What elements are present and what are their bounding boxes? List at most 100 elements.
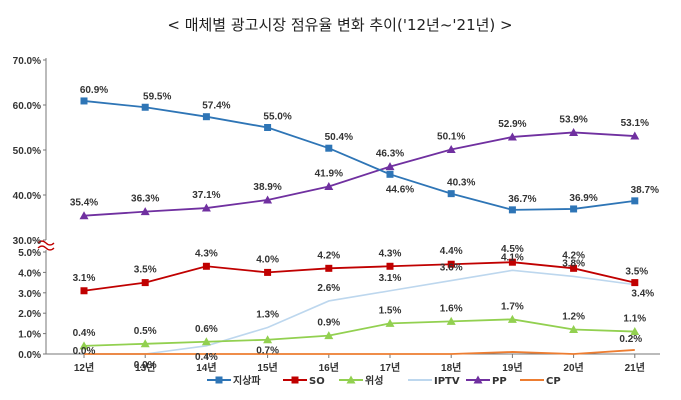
marker-SO	[325, 264, 333, 272]
marker-지상파	[570, 205, 578, 213]
y-tick-label: 70.0%	[13, 56, 41, 67]
marker-SO	[508, 258, 516, 266]
data-label-PP: 53.1%	[621, 118, 649, 129]
marker-지상파	[631, 197, 639, 205]
marker-SO	[447, 260, 455, 268]
y-tick-label: 30.0%	[13, 236, 41, 247]
legend-marker-PP	[473, 375, 483, 384]
marker-PP	[507, 132, 517, 141]
x-tick-label: 16년	[319, 361, 339, 374]
data-label-PP: 53.9%	[559, 114, 587, 125]
data-label-SO: 3.1%	[73, 273, 96, 284]
data-label-지상파: 59.5%	[143, 91, 171, 102]
marker-PP	[324, 181, 334, 190]
marker-위성	[507, 314, 517, 323]
data-label-SO: 4.3%	[195, 248, 218, 259]
chart-title: < 매체별 광고시장 점유율 변화 추이('12년~'21년) >	[167, 16, 512, 34]
data-label-지상파: 50.4%	[325, 132, 353, 143]
marker-PP	[79, 211, 89, 220]
series-lines	[79, 97, 640, 355]
x-tick-label: 13년	[135, 361, 155, 374]
data-label-위성: 1.5%	[379, 305, 402, 316]
marker-지상파	[325, 144, 333, 152]
data-label-PP: 52.9%	[498, 119, 526, 130]
y-tick-label: 4.0%	[18, 268, 41, 279]
series-line-지상파	[83, 100, 635, 211]
data-label-위성: 0.9%	[317, 318, 340, 329]
data-label-IPTV: 4.1%	[501, 252, 524, 263]
x-tick-label: 20년	[563, 361, 583, 374]
data-labels: 0.0% 0.0% 0.4% 1.3% 2.6% 3.1% 3.6% 4.1% 3.8% 3.4%…	[70, 85, 659, 371]
x-tick-label: 21년	[625, 361, 645, 374]
legend-label-CP: CP	[546, 376, 561, 387]
data-label-지상파: 55.0%	[263, 112, 291, 123]
marker-지상파	[80, 97, 88, 105]
legend-label-PP: PP	[492, 376, 507, 387]
data-label-SO: 3.5%	[134, 265, 157, 276]
x-tick-label: 14년	[196, 361, 216, 374]
legend-label-IPTV: IPTV	[434, 376, 460, 387]
data-label-CP: 0.2%	[619, 334, 642, 345]
marker-위성	[385, 318, 395, 327]
legend-marker-위성	[346, 375, 356, 384]
marker-SO	[570, 264, 578, 272]
data-label-지상파: 44.6%	[386, 184, 414, 195]
data-label-SO: 4.0%	[256, 254, 279, 265]
marker-PP	[446, 145, 456, 154]
data-label-지상파: 57.4%	[202, 101, 230, 112]
axis-break-mark	[37, 240, 55, 246]
y-tick-label: 40.0%	[13, 191, 41, 202]
axis-break-mask	[38, 240, 54, 250]
marker-위성	[79, 341, 89, 350]
marker-PP	[263, 195, 273, 204]
data-label-지상파: 38.7%	[631, 185, 659, 196]
marker-SO	[202, 262, 210, 270]
data-label-SO: 4.5%	[501, 244, 524, 255]
x-tick-label: 19년	[502, 361, 522, 374]
series-line-PP	[83, 131, 635, 217]
data-label-IPTV: 2.6%	[317, 283, 340, 294]
x-tick-label: 12년	[74, 361, 94, 374]
legend-marker-SO	[291, 376, 299, 384]
y-tick-label: 5.0%	[18, 248, 41, 259]
marker-위성	[263, 335, 273, 344]
data-label-SO: 4.2%	[562, 250, 585, 261]
data-label-위성: 1.2%	[562, 312, 585, 323]
marker-지상파	[386, 170, 394, 178]
series-line-위성	[83, 318, 635, 347]
marker-SO	[386, 262, 394, 270]
marker-위성	[324, 331, 334, 340]
data-label-위성: 1.1%	[623, 314, 646, 325]
marker-PP	[630, 131, 640, 140]
marker-지상파	[508, 206, 516, 214]
legend-marker-지상파	[215, 376, 223, 384]
data-label-IPTV: 0.4%	[195, 352, 218, 363]
series-line-SO	[83, 261, 636, 292]
data-label-SO: 3.5%	[625, 267, 648, 278]
data-label-IPTV: 0.0%	[134, 360, 157, 371]
x-tick-label: 18년	[441, 361, 461, 374]
data-label-IPTV: 3.4%	[631, 289, 654, 300]
axis-break-mark	[37, 245, 55, 251]
marker-PP	[201, 203, 211, 212]
data-label-지상파: 36.9%	[569, 193, 597, 204]
y-tick-label: 60.0%	[13, 101, 41, 112]
data-label-IPTV: 3.1%	[379, 273, 402, 284]
data-label-PP: 38.9%	[253, 182, 281, 193]
y-tick-label: 2.0%	[18, 309, 41, 320]
y-tick-label: 50.0%	[13, 146, 41, 157]
marker-지상파	[141, 103, 149, 111]
marker-PP	[140, 207, 150, 216]
data-label-지상파: 60.9%	[80, 85, 108, 96]
marker-SO	[631, 279, 639, 287]
x-tick-label: 15년	[257, 361, 277, 374]
legend-label-위성: 위성	[365, 374, 383, 387]
data-label-위성: 0.7%	[256, 346, 279, 357]
data-label-PP: 50.1%	[437, 132, 465, 143]
data-label-PP: 36.3%	[131, 194, 159, 205]
data-label-IPTV: 3.8%	[562, 258, 585, 269]
legend: 지상파 SO 위성 IPTV PP CP	[207, 374, 561, 387]
marker-SO	[264, 268, 272, 276]
data-label-위성: 0.5%	[134, 326, 157, 337]
data-label-PP: 35.4%	[70, 198, 98, 209]
